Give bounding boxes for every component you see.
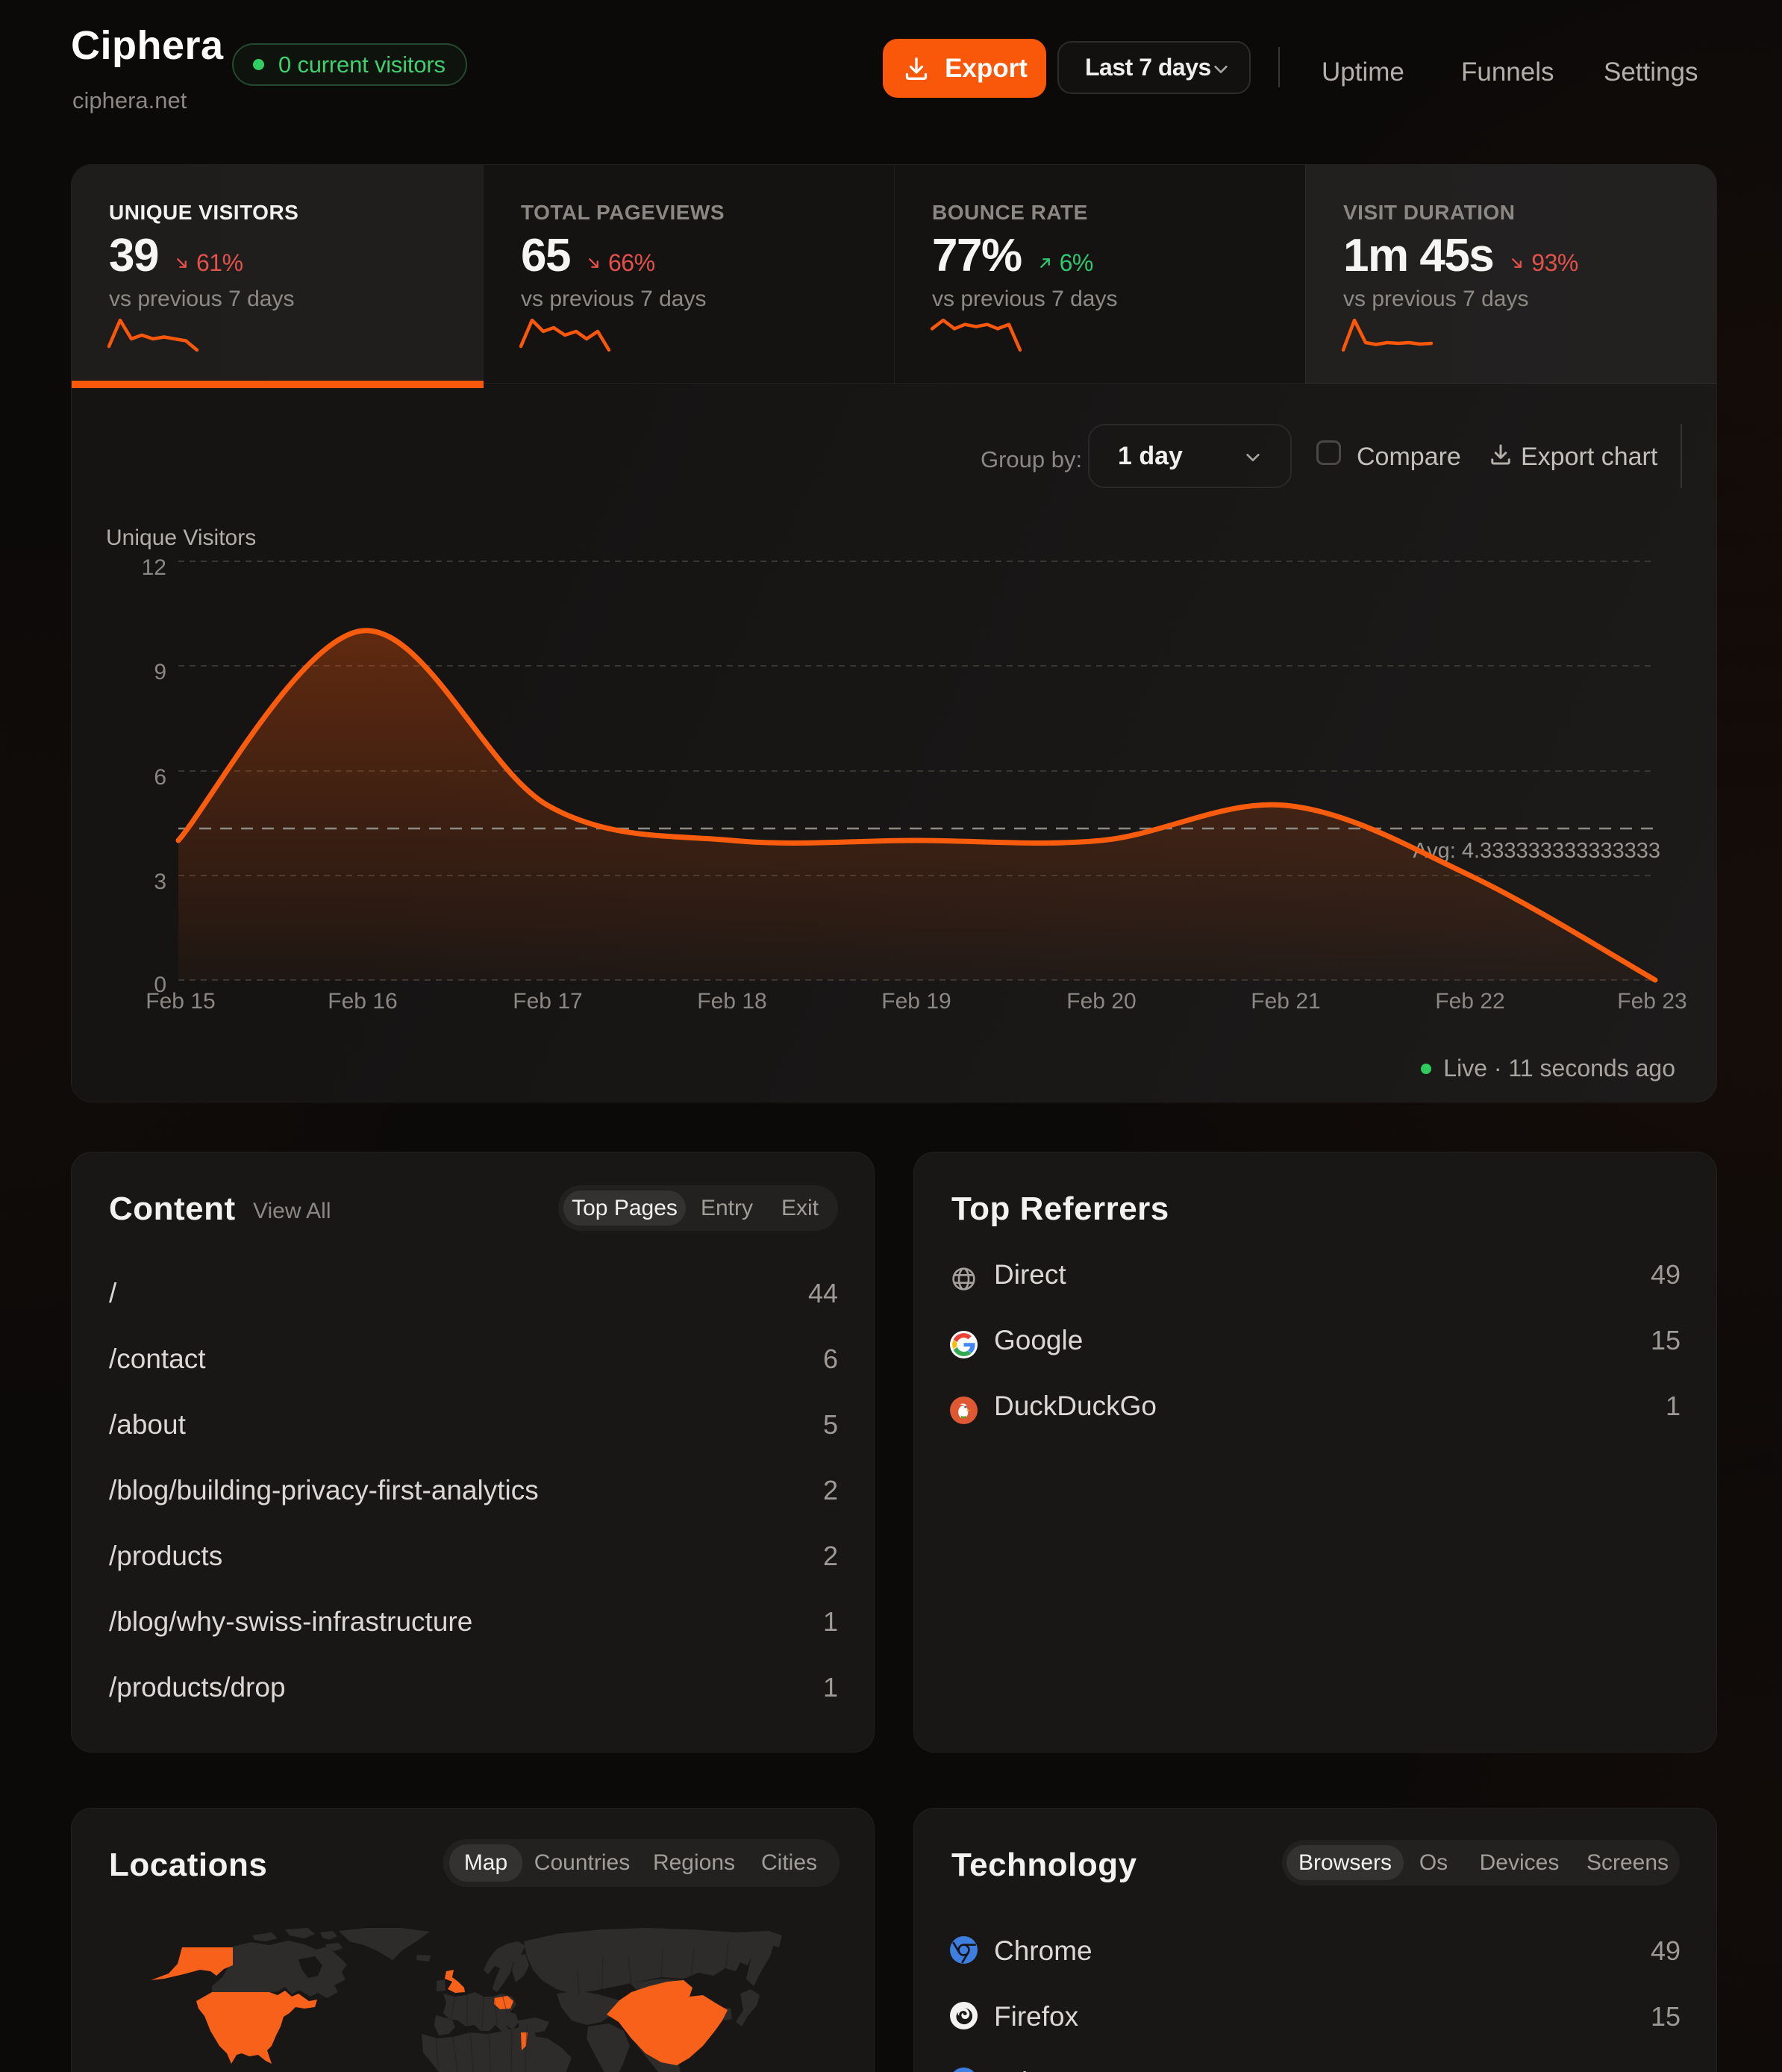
- svg-text:3: 3: [154, 870, 166, 894]
- svg-text:Feb 23: Feb 23: [1617, 989, 1686, 1014]
- svg-text:Feb 16: Feb 16: [328, 989, 397, 1014]
- svg-text:0: 0: [154, 973, 166, 997]
- svg-text:Feb 21: Feb 21: [1251, 989, 1320, 1014]
- svg-text:Unique Visitors: Unique Visitors: [106, 525, 256, 550]
- svg-text:Feb 15: Feb 15: [146, 989, 215, 1014]
- svg-text:6: 6: [154, 765, 166, 790]
- svg-text:9: 9: [154, 660, 166, 684]
- svg-text:12: 12: [142, 555, 166, 580]
- svg-text:Feb 18: Feb 18: [697, 989, 766, 1014]
- svg-text:Feb 20: Feb 20: [1066, 989, 1136, 1014]
- svg-text:Feb 17: Feb 17: [513, 989, 582, 1014]
- svg-text:Feb 22: Feb 22: [1435, 989, 1504, 1014]
- svg-text:Feb 19: Feb 19: [881, 989, 951, 1014]
- svg-text:Avg: 4.333333333333333: Avg: 4.333333333333333: [1413, 839, 1660, 863]
